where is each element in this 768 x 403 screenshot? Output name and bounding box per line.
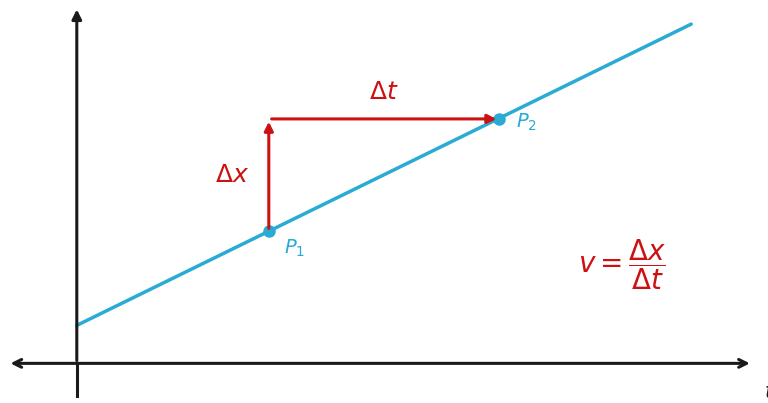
Text: $t$ (s): $t$ (s) [764, 380, 768, 403]
Text: $\Delta t$: $\Delta t$ [369, 80, 399, 104]
Text: $P_2$: $P_2$ [516, 112, 537, 133]
Text: $v = \dfrac{\Delta x}{\Delta t}$: $v = \dfrac{\Delta x}{\Delta t}$ [578, 237, 666, 292]
Text: $P_1$: $P_1$ [284, 238, 306, 259]
Text: $\Delta x$: $\Delta x$ [216, 163, 250, 187]
